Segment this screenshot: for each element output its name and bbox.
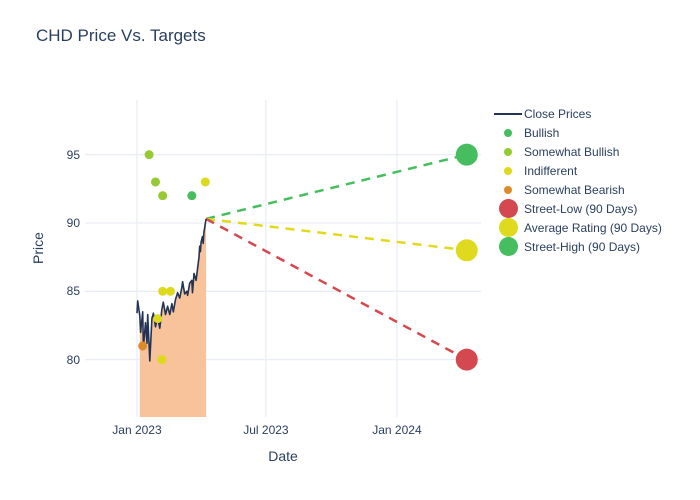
- x-tick-label: Jan 2024: [372, 423, 422, 437]
- legend-item-street-high-90-days[interactable]: Street-High (90 Days): [492, 237, 662, 256]
- y-tick-label: 80: [66, 352, 80, 367]
- forecast-line: [205, 217, 468, 361]
- legend-label: Street-High (90 Days): [524, 239, 641, 254]
- dot-swatch-icon: [492, 185, 524, 194]
- forecast-target-marker[interactable]: [455, 239, 478, 262]
- rating-dot[interactable]: [153, 314, 163, 324]
- y-tick-label: 85: [66, 284, 80, 299]
- legend-label: Close Prices: [524, 106, 592, 121]
- legend-item-indifferent[interactable]: Indifferent: [492, 161, 662, 180]
- y-tick-label: 90: [66, 215, 80, 230]
- legend-label: Somewhat Bearish: [524, 182, 625, 197]
- dot-swatch-icon: [492, 166, 524, 175]
- close-price-line[interactable]: [136, 218, 207, 362]
- rating-dot[interactable]: [151, 177, 161, 187]
- x-tick-label: Jul 2023: [243, 423, 289, 437]
- y-tick-label: 95: [66, 147, 80, 162]
- forecast-target-marker[interactable]: [455, 143, 478, 166]
- rating-dot[interactable]: [138, 341, 148, 351]
- rating-dot[interactable]: [158, 286, 168, 296]
- legend-item-close-prices[interactable]: Close Prices: [492, 104, 662, 123]
- legend-item-somewhat-bullish[interactable]: Somewhat Bullish: [492, 142, 662, 161]
- legend-label: Indifferent: [524, 163, 578, 178]
- rating-dot[interactable]: [158, 191, 168, 201]
- legend: Close Prices Bullish Somewhat Bullish Indif…: [492, 104, 662, 256]
- rating-dot[interactable]: [165, 286, 175, 296]
- y-axis-title: Price: [29, 232, 46, 264]
- legend-item-street-low-90-days[interactable]: Street-Low (90 Days): [492, 199, 662, 218]
- dot-swatch-icon: [492, 237, 524, 256]
- dot-swatch-icon: [492, 128, 524, 137]
- chart-title: CHD Price Vs. Targets: [36, 26, 206, 45]
- forecast-line: [205, 217, 467, 252]
- legend-item-somewhat-bearish[interactable]: Somewhat Bearish: [492, 180, 662, 199]
- forecast-target-marker[interactable]: [455, 348, 478, 371]
- line-swatch-icon: [492, 112, 524, 115]
- x-axis-title: Date: [268, 448, 298, 464]
- rating-dot[interactable]: [200, 177, 210, 187]
- close-price-fill: [139, 218, 207, 417]
- dot-swatch-icon: [492, 199, 524, 218]
- rating-dot[interactable]: [187, 191, 197, 201]
- dot-swatch-icon: [492, 147, 524, 156]
- x-tick-label: Jan 2023: [112, 423, 162, 437]
- rating-dot[interactable]: [157, 355, 167, 365]
- legend-label: Street-Low (90 Days): [524, 201, 638, 216]
- legend-label: Somewhat Bullish: [524, 144, 620, 159]
- legend-label: Average Rating (90 Days): [524, 220, 662, 235]
- rating-dot[interactable]: [144, 150, 154, 160]
- dot-swatch-icon: [492, 218, 524, 237]
- forecast-line: [205, 153, 468, 221]
- legend-label: Bullish: [524, 125, 560, 140]
- legend-item-bullish[interactable]: Bullish: [492, 123, 662, 142]
- legend-item-average-rating-90-days[interactable]: Average Rating (90 Days): [492, 218, 662, 237]
